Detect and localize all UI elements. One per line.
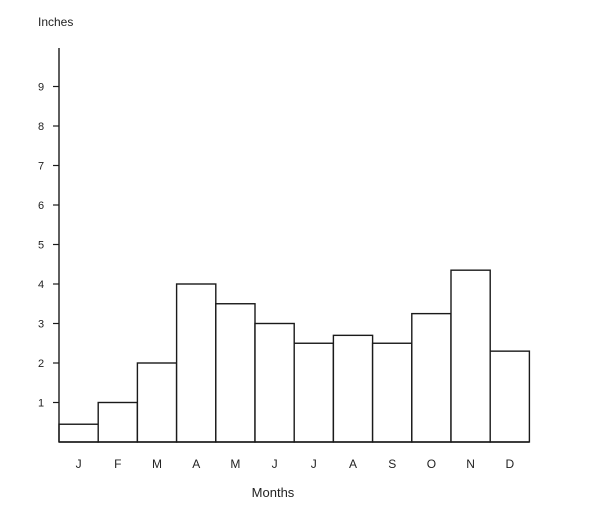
bar-12 <box>489 350 531 443</box>
x-tick-label: F <box>114 457 121 471</box>
bar-5 <box>215 303 256 443</box>
x-tick-label: N <box>466 457 475 471</box>
y-tick-label: 2 <box>38 358 44 370</box>
x-tick-label: J <box>272 457 278 471</box>
x-tick-label: J <box>76 457 82 471</box>
bar-2 <box>97 401 139 443</box>
x-tick-label: O <box>427 457 436 471</box>
bar-3 <box>136 362 178 443</box>
y-tick-label: 9 <box>38 82 44 94</box>
bar-11 <box>450 269 491 443</box>
x-tick-label: A <box>349 457 357 471</box>
x-tick-label: J <box>311 457 317 471</box>
x-tick-label: A <box>192 457 200 471</box>
bar-7 <box>293 342 335 443</box>
x-tick-label: D <box>505 457 514 471</box>
y-axis-label: Inches <box>38 15 73 29</box>
y-tick-label: 5 <box>38 240 44 252</box>
x-tick-label: M <box>152 457 162 471</box>
y-tick-label: 1 <box>38 398 44 410</box>
x-tick-label: S <box>388 457 396 471</box>
bar-6 <box>254 322 295 443</box>
y-tick-label: 4 <box>38 279 44 291</box>
y-tick-label: 6 <box>38 200 44 212</box>
y-tick-label: 8 <box>38 121 44 133</box>
bar-1 <box>58 423 99 443</box>
bars-group <box>58 269 531 443</box>
y-tick-label: 3 <box>38 319 44 331</box>
bar-4 <box>175 283 217 443</box>
y-tick-label: 7 <box>38 161 44 173</box>
bar-8 <box>332 334 374 443</box>
y-ticks-group: 1 2 3 4 5 6 7 8 9 <box>38 82 59 410</box>
x-tick-label: M <box>230 457 240 471</box>
bar-9 <box>371 342 413 443</box>
bar-10 <box>411 312 452 443</box>
x-axis-label: Months <box>252 485 295 500</box>
